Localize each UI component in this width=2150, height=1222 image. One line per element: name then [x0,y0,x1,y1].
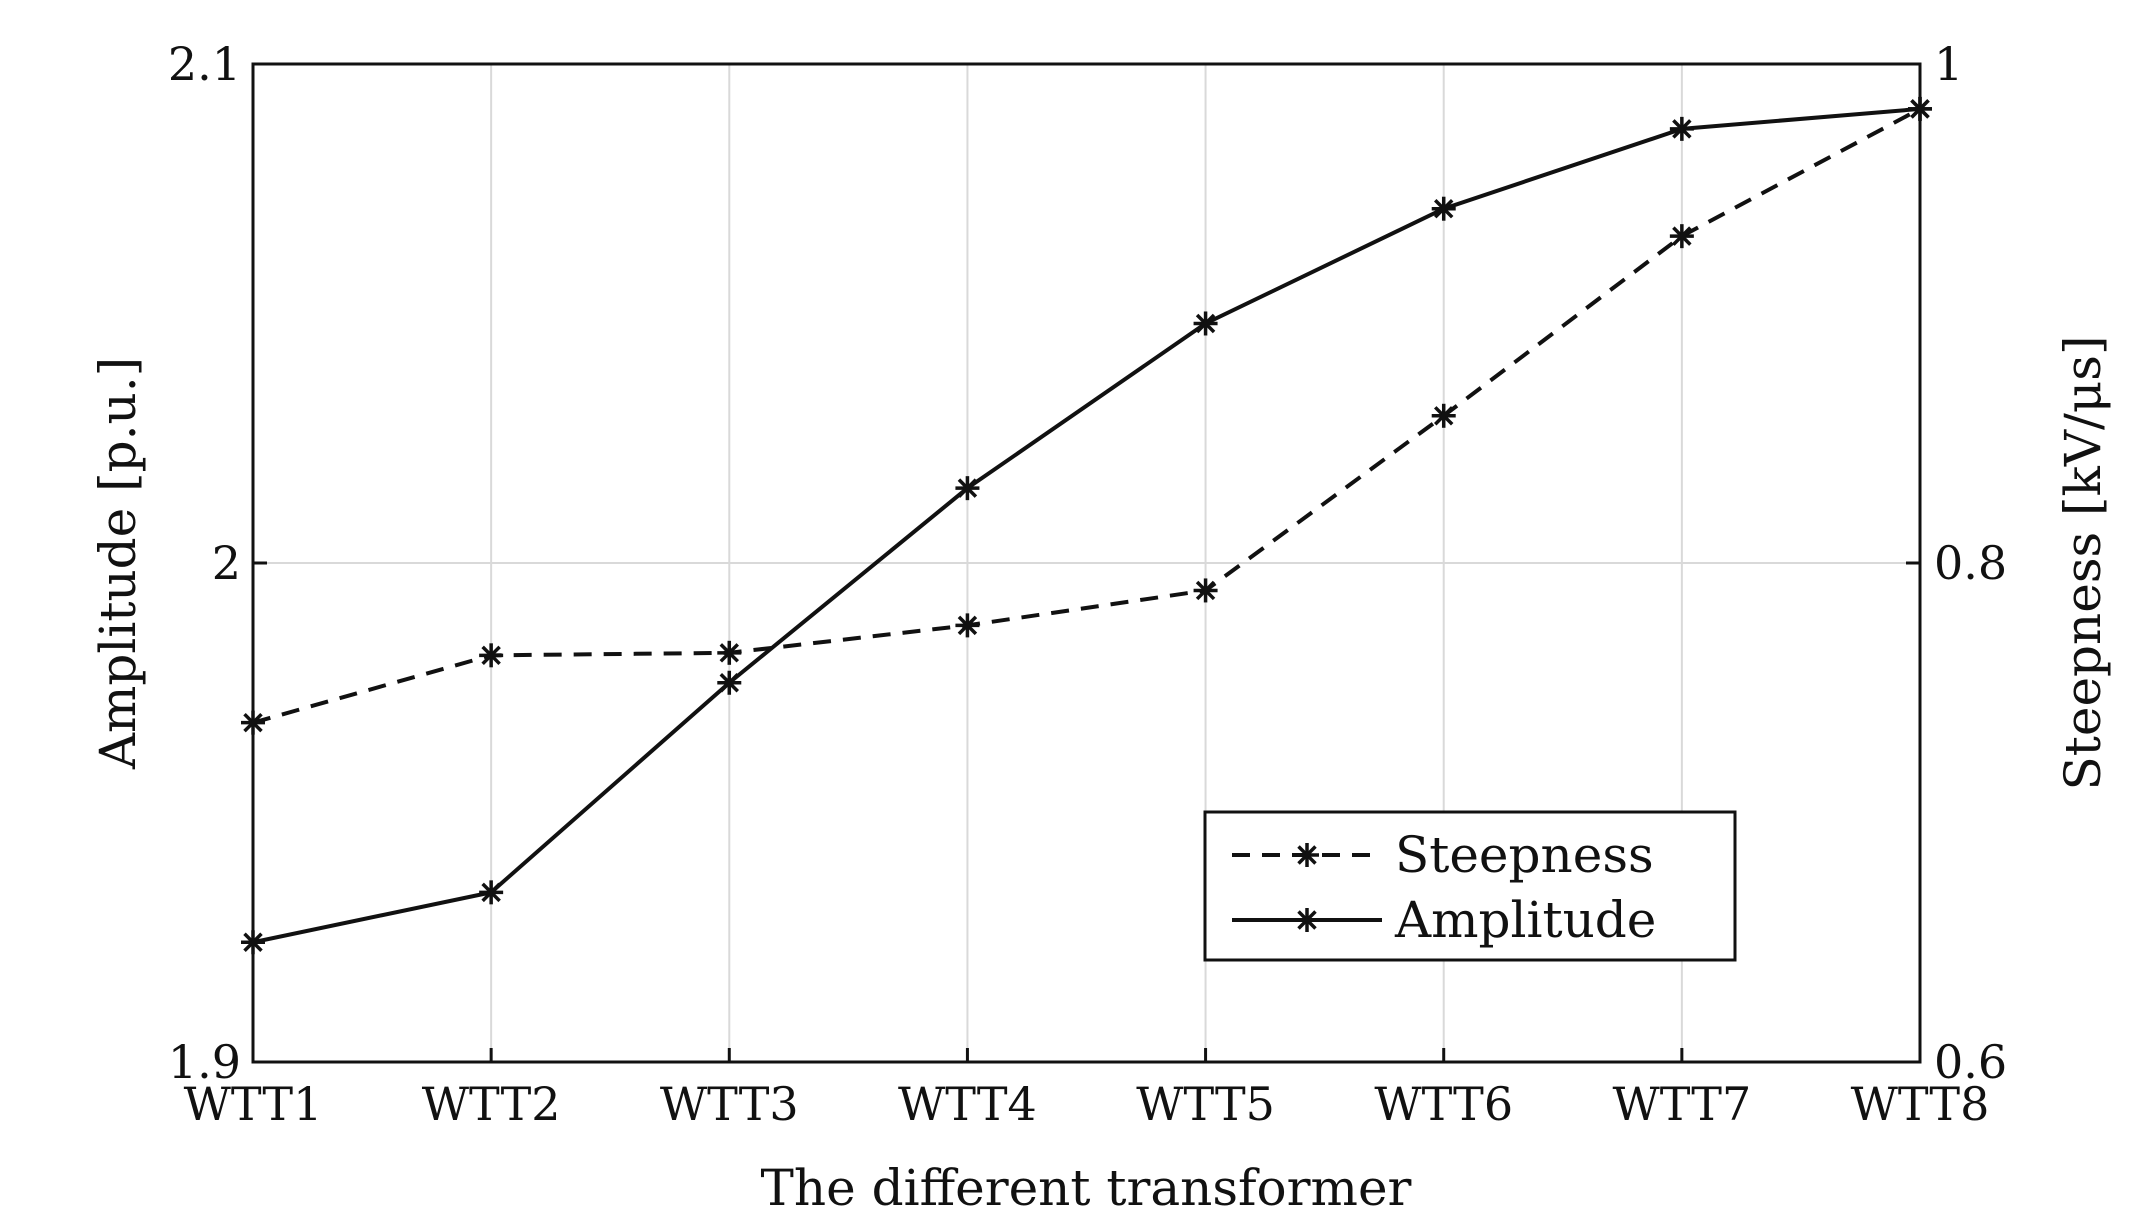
legend-amplitude-label: Amplitude [1394,891,1656,949]
x-tick-label: WTT3 [660,1077,799,1131]
point-steepness [479,643,504,668]
x-tick-label: WTT8 [1851,1077,1990,1131]
ticks: WTT1 WTT2 WTT3 WTT4 WTT5 WTT6 WTT7 WTT8 1.9 2 2.1 0… [168,37,2007,1131]
point-steepness [1431,403,1456,428]
y-right-tick-label: 0.6 [1934,1035,2007,1089]
series-line-steepness [252,107,1921,725]
point-amplitude [1193,311,1218,336]
point-amplitude [479,880,504,905]
point-amplitude [717,670,742,695]
legend-box [1203,810,1737,962]
point-steepness [955,613,980,638]
y-left-tick-label: 2 [212,536,241,590]
x-tick-label: WTT4 [898,1077,1037,1131]
legend-steepness-marker [1295,843,1319,867]
point-amplitude [1669,116,1694,141]
y-axis-left-title: Amplitude [p.u.] [89,357,147,770]
x-tick-label: WTT7 [1612,1077,1751,1131]
y-left-tick-label: 2.1 [168,37,241,91]
point-steepness [717,640,742,665]
x-tick-label: WTT1 [184,1077,323,1131]
point-steepness [1669,224,1694,249]
legend-amplitude-marker [1295,908,1319,932]
x-axis-title: The different transformer [761,1159,1412,1217]
y-axis-right-title: Steepness [kV/μs] [2054,336,2112,791]
point-amplitude [955,476,980,501]
y-left-tick-label: 1.9 [168,1035,241,1089]
x-tick-label: WTT6 [1374,1077,1513,1131]
y-right-tick-label: 1 [1934,37,1963,91]
legend-steepness-label: Steepness [1395,826,1654,884]
x-tick-label: WTT5 [1136,1077,1275,1131]
point-amplitude [1431,196,1456,221]
legend: Steepness Amplitude [1203,810,1737,962]
y-right-tick-label: 0.8 [1934,536,2007,590]
x-tick-label: WTT2 [422,1077,561,1131]
point-steepness [1193,578,1218,603]
series-line-amplitude [252,106,1921,945]
